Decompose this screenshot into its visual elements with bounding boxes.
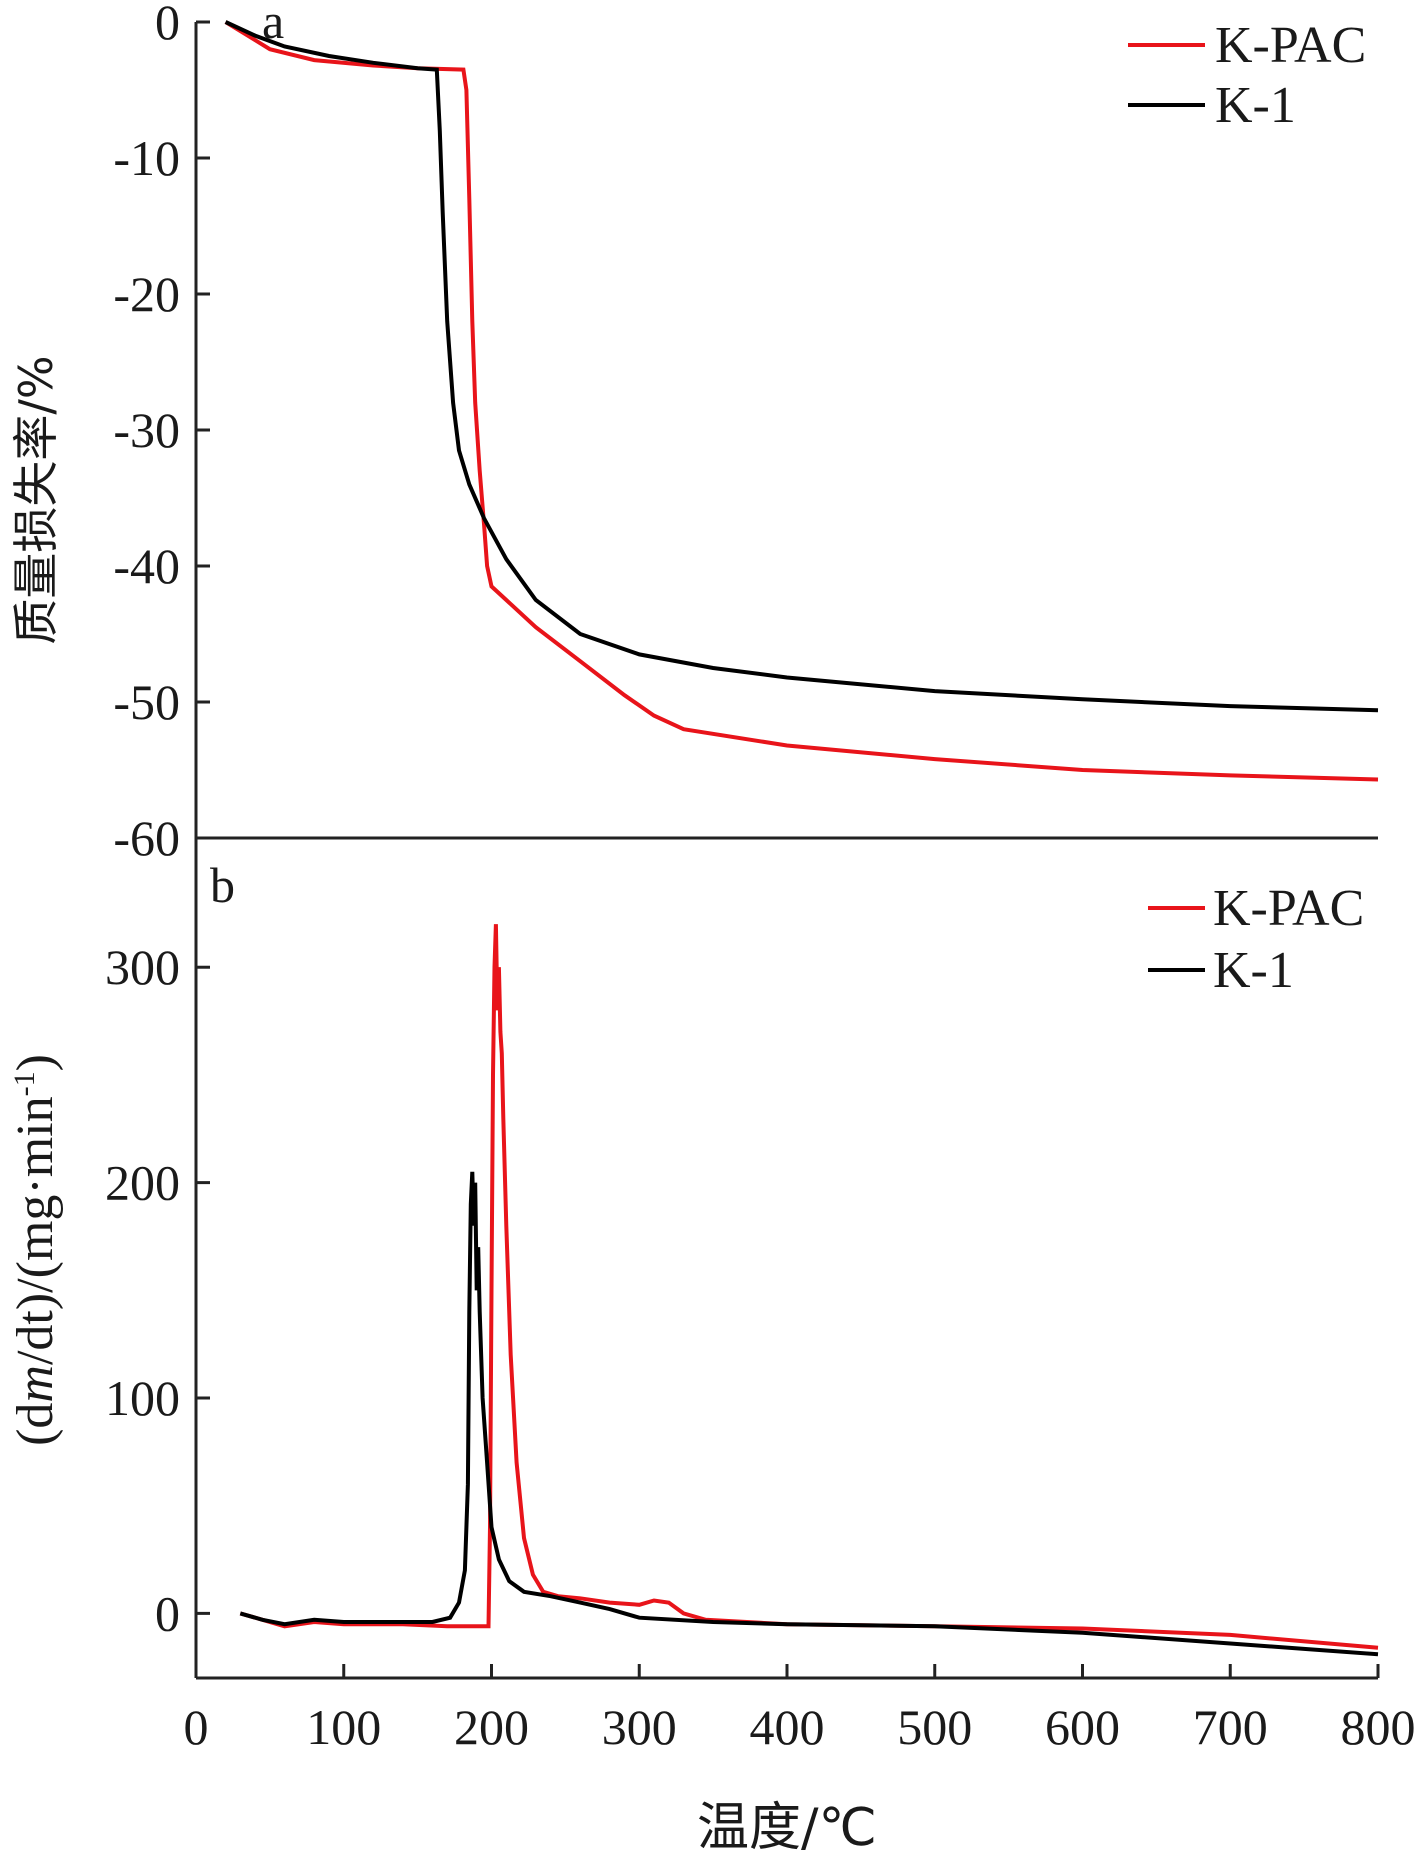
panel-a-y-ticks: 0 -10 -20 -30 -40 -50 -60: [113, 0, 210, 866]
panel-a: a 0 -10 -20 -30 -40 -50 -60 质量损失率/% K-PAC K-1: [9, 0, 1379, 866]
panel-b-y-ticks: 0 100 200 300: [105, 939, 210, 1641]
panel-b-series-k-pac-line: [239, 924, 1379, 1650]
panel-a-y-tick-label: -20: [113, 266, 180, 322]
legend-a-k-pac-label: K-PAC: [1215, 17, 1366, 74]
panel-b-x-axis-title: 温度/℃: [697, 1798, 877, 1858]
panel-b-y-tick-label: 0: [155, 1585, 180, 1641]
ylabel-part-a: (d: [7, 1403, 64, 1446]
panel-b-x-tick-label: 100: [306, 1699, 381, 1755]
ylabel-superscript: -1: [8, 1071, 41, 1096]
panel-b-letter: b: [210, 857, 235, 913]
panel-a-y-tick-label: -30: [113, 402, 180, 458]
panel-b-x-tick-label: 0: [184, 1699, 209, 1755]
panel-a-legend: K-PAC K-1: [1128, 17, 1366, 134]
panel-b-y-tick-label: 200: [105, 1155, 180, 1211]
panel-b-x-ticks: 0 100 200 300 400 500 600 700 800: [184, 1664, 1416, 1755]
panel-a-series-k-1-line: [224, 20, 1379, 713]
legend-a-k-1-label: K-1: [1215, 77, 1296, 134]
panel-b-x-tick-label: 300: [602, 1699, 677, 1755]
panel-a-y-axis-title: 质量损失率/%: [9, 355, 63, 644]
panel-b: b 0 100 200 300 0 100 200 300 400 500 600 700 800 (…: [7, 838, 1416, 1858]
ylabel-part-m: m: [7, 1365, 64, 1403]
panel-a-axes: [194, 22, 1378, 840]
panel-b-legend: K-PAC K-1: [1148, 880, 1364, 999]
legend-b-k-pac-label: K-PAC: [1213, 880, 1364, 937]
legend-b-k-1-label: K-1: [1213, 942, 1294, 999]
panel-a-series-k-pac-line: [224, 20, 1379, 782]
ylabel-part-c: ): [7, 1054, 64, 1071]
panel-b-x-tick-label: 600: [1045, 1699, 1120, 1755]
panel-b-y-axis-title: (dm/dt)/(mg·min-1): [7, 1054, 64, 1446]
panel-b-y-tick-label: 300: [105, 939, 180, 995]
panel-a-y-tick-label: -10: [113, 130, 180, 186]
panel-b-y-tick-label: 100: [105, 1370, 180, 1426]
panel-b-x-tick-label: 400: [750, 1699, 825, 1755]
panel-b-x-tick-label: 200: [454, 1699, 529, 1755]
panel-b-axes: [194, 838, 1378, 1680]
panel-b-x-tick-label: 700: [1193, 1699, 1268, 1755]
panel-a-y-tick-label: -60: [113, 810, 180, 866]
panel-b-x-tick-label: 500: [897, 1699, 972, 1755]
panel-a-y-tick-label: -50: [113, 674, 180, 730]
ylabel-part-b: /dt)/(mg·min: [7, 1096, 64, 1365]
panel-b-x-tick-label: 800: [1341, 1699, 1416, 1755]
panel-b-series-k-1-line: [239, 1171, 1379, 1657]
panel-a-y-tick-label: 0: [155, 0, 180, 50]
panel-a-letter: a: [262, 0, 284, 49]
panel-a-y-tick-label: -40: [113, 538, 180, 594]
